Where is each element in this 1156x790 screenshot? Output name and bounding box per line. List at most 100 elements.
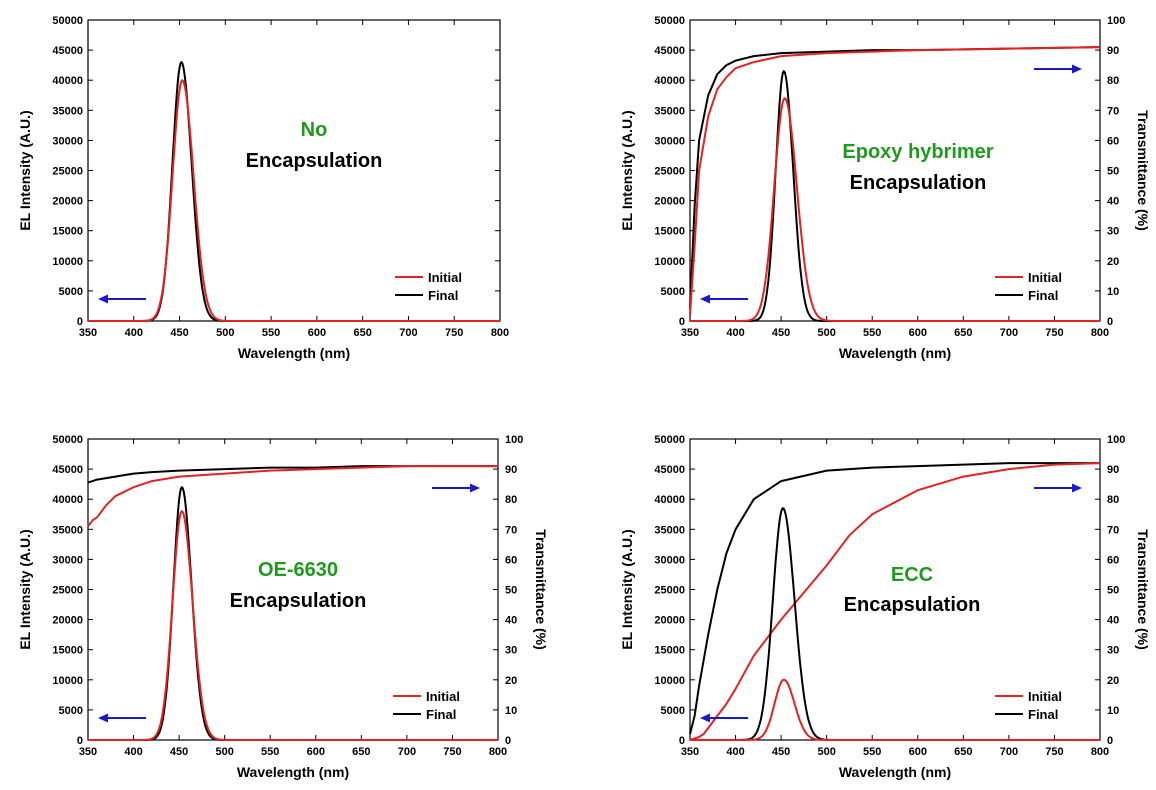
x-tick-label: 800 [1091, 327, 1109, 339]
x-axis: 350 400 450 500 550 600 650 700 750 800 [79, 439, 507, 758]
y2-axis-label: Transmittance (%) [1135, 110, 1151, 231]
y-tick-label: 50000 [52, 434, 83, 446]
y-tick-label: 0 [679, 735, 685, 747]
x-tick-label: 600 [909, 327, 927, 339]
annotation-line-1: Epoxy hybrimer [842, 141, 993, 163]
y2-tick-label: 90 [1107, 464, 1119, 476]
series-group [689, 462, 1101, 741]
y2-tick-label: 100 [1107, 15, 1125, 27]
y-tick-label: 45000 [654, 464, 685, 476]
x-tick-label: 750 [443, 746, 461, 758]
el-spectrum-line-initial [87, 510, 499, 741]
y2-tick-label: 80 [505, 494, 517, 506]
x-tick-label: 600 [909, 746, 927, 758]
y-tick-label: 30000 [654, 135, 685, 147]
transmittance-line-final [689, 462, 1100, 735]
y-tick-label: 15000 [52, 645, 83, 657]
y-tick-label: 35000 [52, 105, 83, 117]
y-axis-label: EL Intensity (A.U.) [17, 529, 33, 649]
left-arrow-head [98, 713, 108, 723]
y-tick-label: 0 [77, 735, 83, 747]
y-tick-label: 5000 [661, 286, 685, 298]
y2-tick-label: 30 [505, 645, 517, 657]
y2-tick-label: 10 [1107, 705, 1119, 717]
legend: Initial Final [995, 270, 1062, 303]
y-tick-label: 0 [679, 316, 685, 328]
axis-arrows [98, 294, 146, 304]
y-tick-label: 25000 [52, 585, 83, 597]
y-tick-label: 30000 [52, 135, 83, 147]
y2-tick-label: 40 [1107, 615, 1119, 627]
y-tick-label: 15000 [52, 226, 83, 238]
y2-tick-label: 100 [505, 434, 523, 446]
y2-tick-label: 0 [505, 735, 511, 747]
legend-label-initial: Initial [1028, 689, 1062, 704]
y-tick-label: 45000 [654, 45, 685, 57]
y2-tick-label: 70 [1107, 524, 1119, 536]
y-tick-label: 10000 [52, 675, 83, 687]
y-tick-label: 10000 [52, 256, 83, 268]
y-tick-label: 40000 [654, 494, 685, 506]
y-tick-label: 50000 [654, 15, 685, 27]
y2-tick-label: 0 [1107, 735, 1113, 747]
y2-tick-label: 50 [1107, 166, 1119, 178]
chart-panel-no-encapsulation: 350 400 450 500 550 600 650 700 750 800 0 5000 1000… [17, 15, 509, 361]
x-tick-label: 450 [170, 327, 188, 339]
y-tick-label: 5000 [59, 286, 83, 298]
y-tick-label: 20000 [654, 615, 685, 627]
y2-tick-label: 90 [505, 464, 517, 476]
y2-tick-label: 80 [1107, 75, 1119, 87]
legend-label-final: Final [428, 288, 458, 303]
y-tick-label: 10000 [654, 675, 685, 687]
legend-label-initial: Initial [426, 689, 460, 704]
y-tick-label: 20000 [654, 196, 685, 208]
y-axis-left: 0 5000 10000 15000 20000 25000 30000 35000 40000… [52, 434, 93, 747]
y2-tick-label: 60 [505, 554, 517, 566]
x-tick-label: 550 [863, 327, 881, 339]
y2-tick-label: 70 [1107, 105, 1119, 117]
y-tick-label: 25000 [654, 166, 685, 178]
right-arrow-head [1072, 483, 1082, 493]
x-tick-label: 400 [124, 746, 142, 758]
annotation-line-1: No [301, 119, 328, 141]
series-group [689, 46, 1101, 322]
transmittance-line-initial [689, 462, 1101, 741]
y2-tick-label: 50 [1107, 585, 1119, 597]
y-axis-right: 0 10 20 30 40 50 60 70 80 90 100 [1095, 15, 1125, 328]
y-tick-label: 0 [77, 316, 83, 328]
y2-tick-label: 20 [505, 675, 517, 687]
el-spectrum-line-initial [689, 678, 1101, 741]
x-tick-label: 750 [1045, 746, 1063, 758]
x-axis: 350 400 450 500 550 600 650 700 750 800 [681, 20, 1109, 339]
y-tick-label: 20000 [52, 615, 83, 627]
y2-axis-label: Transmittance (%) [533, 529, 549, 650]
left-arrow-head [98, 294, 108, 304]
y-axis-label: EL Intensity (A.U.) [17, 110, 33, 230]
y2-tick-label: 70 [505, 524, 517, 536]
x-tick-label: 650 [954, 327, 972, 339]
x-axis-label: Wavelength (nm) [839, 764, 951, 780]
right-arrow-head [470, 483, 480, 493]
x-tick-label: 800 [489, 746, 507, 758]
y-tick-label: 35000 [654, 524, 685, 536]
x-tick-label: 450 [772, 746, 790, 758]
y-tick-label: 45000 [52, 45, 83, 57]
y-axis-label: EL Intensity (A.U.) [619, 529, 635, 649]
axis-arrows [700, 483, 1082, 723]
y2-tick-label: 10 [1107, 286, 1119, 298]
legend-label-initial: Initial [1028, 270, 1062, 285]
y-tick-label: 25000 [52, 166, 83, 178]
y-axis-label: EL Intensity (A.U.) [619, 110, 635, 230]
y-tick-label: 40000 [654, 75, 685, 87]
x-tick-label: 350 [79, 327, 97, 339]
y2-tick-label: 60 [1107, 135, 1119, 147]
x-tick-label: 350 [681, 746, 699, 758]
y-tick-label: 40000 [52, 75, 83, 87]
y-tick-label: 40000 [52, 494, 83, 506]
series-group [87, 61, 501, 322]
transmittance-line-initial [689, 46, 1101, 316]
x-tick-label: 400 [125, 327, 143, 339]
y-tick-label: 50000 [654, 434, 685, 446]
x-tick-label: 650 [353, 327, 371, 339]
